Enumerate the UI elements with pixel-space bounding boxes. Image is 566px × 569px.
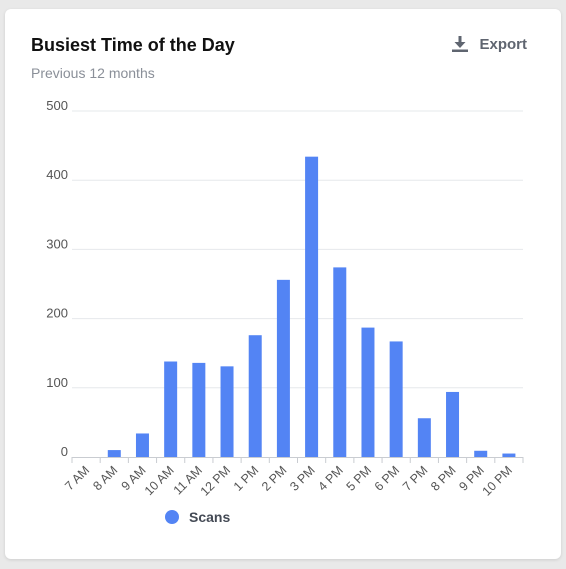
y-tick-label: 100 bbox=[46, 375, 68, 390]
legend-label-scans: Scans bbox=[189, 509, 231, 525]
bar-3-pm bbox=[305, 156, 319, 457]
x-tick-label: 5 PM bbox=[344, 463, 375, 494]
bar-9-am bbox=[135, 433, 149, 457]
x-tick-label: 4 PM bbox=[315, 463, 346, 494]
x-tick-label: 7 AM bbox=[62, 463, 92, 493]
y-tick-label: 400 bbox=[46, 167, 68, 182]
chart-card: Busiest Time of the Day Previous 12 mont… bbox=[5, 9, 561, 559]
bar-10-pm bbox=[502, 453, 516, 457]
x-tick-label: 1 PM bbox=[231, 463, 262, 494]
grid-lines bbox=[72, 110, 523, 389]
bar-4-pm bbox=[333, 267, 347, 457]
bar-10-am bbox=[164, 361, 178, 457]
x-tick-label: 11 AM bbox=[171, 463, 205, 497]
y-tick-label: 500 bbox=[46, 98, 68, 113]
y-tick-label: 300 bbox=[46, 236, 68, 251]
x-tick-label: 12 PM bbox=[198, 463, 233, 498]
export-button[interactable]: Export bbox=[451, 35, 527, 53]
bar-9-pm bbox=[474, 450, 488, 457]
bar-5-pm bbox=[361, 327, 375, 457]
bar-11-am bbox=[192, 362, 206, 457]
bar-6-pm bbox=[389, 341, 403, 457]
chart-legend[interactable]: Scans bbox=[165, 509, 230, 525]
x-tick-label: 2 PM bbox=[259, 463, 290, 494]
y-axis-ticks: 0 100 200 300 400 500 bbox=[46, 98, 68, 459]
bar-12-pm bbox=[220, 366, 234, 457]
x-tick-label: 6 PM bbox=[372, 463, 403, 494]
bars bbox=[107, 156, 516, 457]
x-tick-label: 7 PM bbox=[400, 463, 431, 494]
x-tick-label: 10 AM bbox=[142, 463, 177, 498]
x-axis bbox=[71, 457, 524, 463]
card-title: Busiest Time of the Day bbox=[31, 35, 235, 55]
card-subtitle: Previous 12 months bbox=[31, 65, 155, 81]
download-icon bbox=[451, 35, 469, 53]
x-tick-label: 8 PM bbox=[428, 463, 459, 494]
legend-dot-scans bbox=[165, 510, 179, 524]
bar-8-pm bbox=[446, 391, 460, 457]
bar-1-pm bbox=[248, 335, 262, 457]
y-tick-label: 200 bbox=[46, 306, 68, 321]
export-label: Export bbox=[479, 35, 527, 53]
bar-8-am bbox=[107, 450, 121, 457]
bar-7-pm bbox=[417, 418, 431, 457]
x-tick-label: 3 PM bbox=[287, 463, 318, 494]
y-tick-label: 0 bbox=[61, 444, 68, 459]
bar-2-pm bbox=[276, 279, 290, 457]
x-tick-label: 8 AM bbox=[90, 463, 120, 493]
x-tick-label: 10 PM bbox=[480, 463, 515, 498]
